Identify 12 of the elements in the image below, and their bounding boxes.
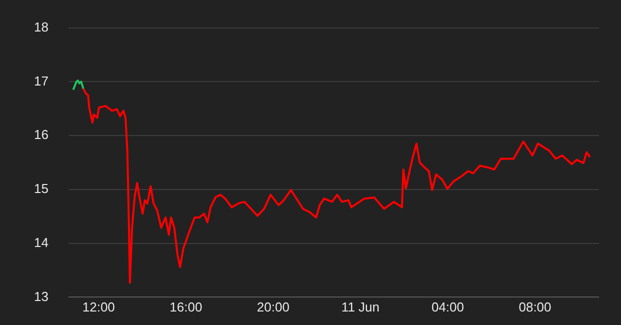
y-tick-label: 16 [34,127,48,142]
y-tick-label: 17 [34,73,48,88]
y-tick-label: 13 [34,288,48,304]
x-tick-label: 11 Jun [341,300,380,315]
y-tick-label: 18 [34,19,48,34]
y-tick-label: 14 [34,234,48,250]
x-tick-label: 04:00 [431,300,464,315]
x-tick-label: 12:00 [82,300,115,315]
y-tick-label: 15 [34,181,48,196]
x-tick-label: 08:00 [518,300,552,315]
x-tick-label: 20:00 [256,300,290,315]
x-tick-label: 16:00 [170,300,202,315]
